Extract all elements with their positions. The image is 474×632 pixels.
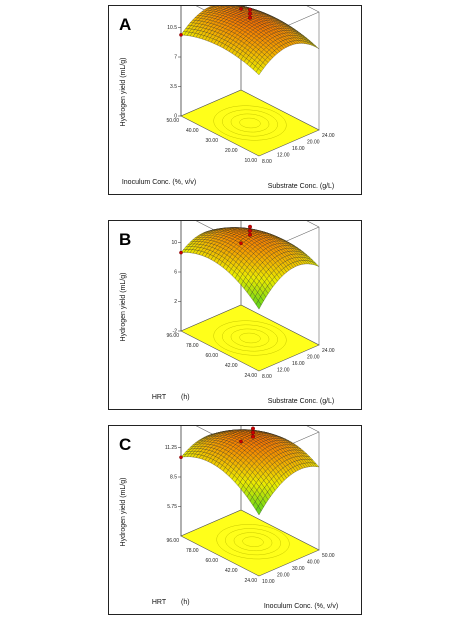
design-point-marker: [250, 430, 255, 435]
y-tick-label: 78.00: [186, 343, 199, 349]
floor-contour: [213, 320, 287, 356]
floor-contour: [216, 524, 290, 560]
x-tick-label: 40.00: [307, 560, 320, 566]
surface-cell: [255, 68, 262, 76]
x-tick-label: 20.00: [277, 573, 290, 579]
design-point-marker: [247, 224, 252, 229]
design-point-marker: [239, 439, 243, 444]
surface-plot: 03.5710.5148.0012.0016.0020.0024.0010.00…: [119, 6, 335, 190]
floor-contour: [239, 332, 261, 344]
floor-contour: [213, 105, 287, 141]
surface-cell: [255, 300, 262, 310]
y-tick-label: 24.00: [244, 373, 257, 379]
floor-contour: [233, 532, 273, 552]
design-point-marker: [179, 455, 183, 460]
y-tick-label: 42.00: [225, 363, 238, 369]
y-tick-label: 42.00: [225, 568, 238, 574]
y-tick-label: 40.00: [186, 128, 199, 134]
design-point-marker: [247, 7, 252, 12]
y-tick-label: 10.00: [244, 158, 257, 164]
floor-contour: [222, 324, 278, 352]
design-point-marker: [250, 434, 255, 439]
x-axis-label: Inoculum Conc. (%, v/v): [264, 603, 338, 610]
response-surface: [180, 6, 320, 76]
x-tick-label: 20.00: [307, 140, 320, 146]
x-tick-label: 16.00: [292, 361, 305, 367]
z-tick-label: 0: [174, 114, 177, 120]
panel-label: A: [119, 15, 131, 34]
response-surface: [180, 429, 320, 516]
design-point-marker: [179, 250, 183, 255]
y-tick-label: 60.00: [205, 558, 218, 564]
design-point-marker: [239, 241, 243, 246]
x-tick-label: 20.00: [307, 355, 320, 361]
z-axis-label: Hydrogen yield (mL/g): [120, 58, 127, 127]
z-tick-label: 10.5: [167, 25, 177, 31]
design-point-marker: [179, 33, 183, 37]
z-tick-label: 10: [171, 240, 177, 246]
floor-contour: [222, 109, 278, 137]
response-surface: [180, 227, 320, 310]
x-tick-label: 24.00: [322, 348, 335, 354]
contour-floor: [180, 89, 320, 157]
z-tick-label: 6: [174, 270, 177, 276]
y-axis-label: Inoculum Conc. (%, v/v): [122, 179, 196, 186]
design-point-marker: [247, 228, 252, 233]
design-point-marker: [247, 232, 252, 237]
contour-floor: [180, 509, 320, 577]
z-tick-label: -2: [173, 329, 178, 335]
x-tick-label: 30.00: [292, 566, 305, 572]
floor-contour: [225, 528, 281, 556]
y-tick-label: 78.00: [186, 548, 199, 554]
floor-contour: [242, 536, 264, 547]
y-tick-label: 96.00: [166, 538, 179, 544]
x-tick-label: 8.00: [262, 374, 272, 380]
y-tick-label: 30.00: [205, 138, 218, 144]
z-tick-label: 11.25: [165, 445, 177, 451]
z-tick-label: 7: [174, 55, 177, 61]
surface-plot: 5.758.511.251410.0020.0030.0040.0050.002…: [119, 426, 338, 610]
surface-cell: [255, 505, 262, 516]
z-tick-label: 3.5: [170, 84, 177, 90]
y-tick-label: 50.00: [166, 118, 179, 124]
x-tick-label: 16.00: [292, 146, 305, 152]
y-tick-label: 60.00: [205, 353, 218, 359]
y-axis-label: HRT: [152, 394, 167, 401]
floor-contour: [239, 117, 261, 129]
chart-panel-c: 5.758.511.251410.0020.0030.0040.0050.002…: [108, 425, 362, 615]
panel-label: C: [119, 435, 131, 454]
design-point-marker: [250, 426, 255, 431]
z-tick-label: 5.75: [167, 504, 177, 510]
y-tick-label: 96.00: [166, 333, 179, 339]
x-axis-label: Substrate Conc. (g/L): [268, 398, 335, 405]
contour-floor: [180, 304, 320, 372]
design-point-marker: [239, 7, 243, 11]
y-axis-label: HRT: [152, 599, 167, 606]
x-tick-label: 8.00: [262, 159, 272, 165]
y-axis-unit: (h): [181, 394, 190, 401]
z-axis-label: Hydrogen yield (mL/g): [120, 273, 127, 342]
chart-panel-b: -22610148.0012.0016.0020.0024.0024.0042.…: [108, 220, 362, 410]
z-tick-label: 8.5: [170, 475, 177, 481]
z-tick-label: 2: [174, 299, 177, 305]
y-tick-label: 24.00: [244, 578, 257, 584]
surface-plot: -22610148.0012.0016.0020.0024.0024.0042.…: [119, 221, 335, 405]
x-axis-label: Substrate Conc. (g/L): [268, 183, 335, 190]
floor-contour: [230, 328, 270, 348]
panel-label: B: [119, 230, 131, 249]
x-tick-label: 10.00: [262, 579, 275, 585]
x-tick-label: 12.00: [277, 153, 290, 159]
floor-contour: [230, 113, 270, 133]
design-point-marker: [247, 11, 252, 16]
x-tick-label: 12.00: [277, 368, 290, 374]
y-tick-label: 20.00: [225, 148, 238, 154]
chart-panel-a: 03.5710.5148.0012.0016.0020.0024.0010.00…: [108, 5, 362, 195]
x-tick-label: 50.00: [322, 553, 335, 559]
z-axis-label: Hydrogen yield (mL/g): [120, 478, 127, 547]
design-point-marker: [247, 15, 252, 20]
y-axis-unit: (h): [181, 599, 190, 606]
x-tick-label: 24.00: [322, 133, 335, 139]
